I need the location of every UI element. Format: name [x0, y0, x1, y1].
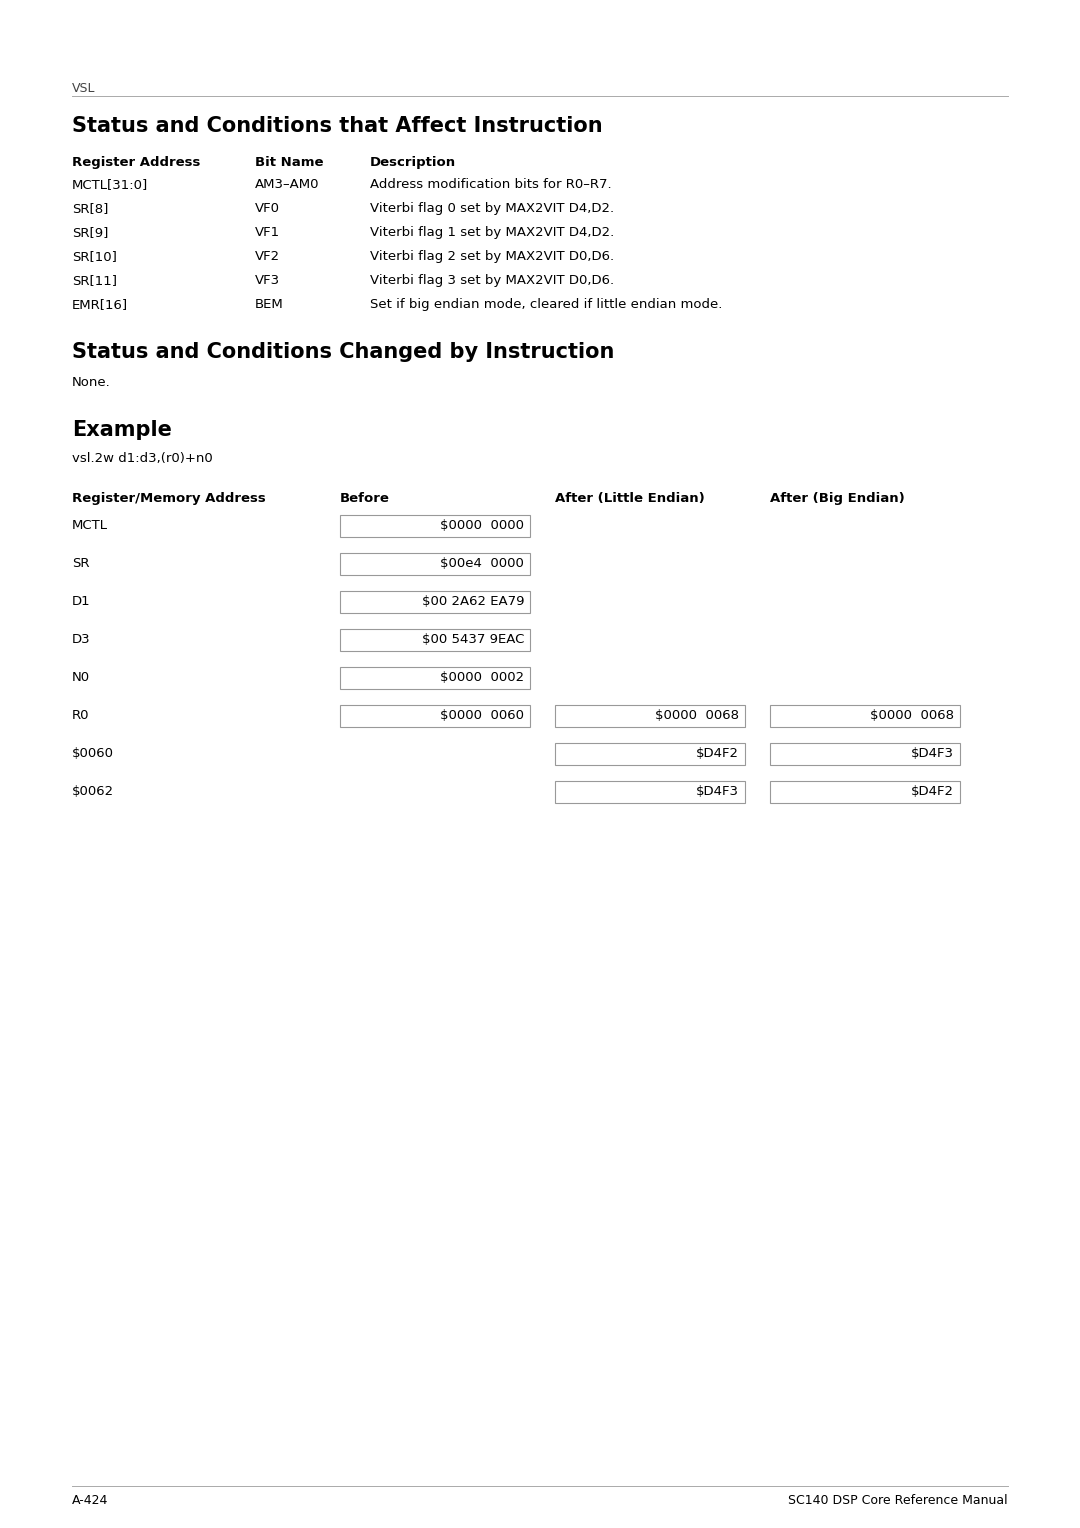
Bar — [770, 743, 960, 766]
Text: R0: R0 — [72, 709, 90, 723]
Text: SR: SR — [72, 558, 90, 570]
Bar — [555, 781, 745, 804]
Bar — [340, 704, 530, 727]
Text: Viterbi flag 2 set by MAX2VIT D0,D6.: Viterbi flag 2 set by MAX2VIT D0,D6. — [370, 251, 615, 263]
Text: SR[9]: SR[9] — [72, 226, 108, 238]
Text: BEM: BEM — [255, 298, 284, 312]
Text: MCTL[31:0]: MCTL[31:0] — [72, 177, 148, 191]
Bar — [340, 515, 530, 536]
Text: vsl.2w d1:d3,(r0)+n0: vsl.2w d1:d3,(r0)+n0 — [72, 452, 213, 465]
Text: Bit Name: Bit Name — [255, 156, 324, 170]
Text: Set if big endian mode, cleared if little endian mode.: Set if big endian mode, cleared if littl… — [370, 298, 723, 312]
Text: D1: D1 — [72, 594, 91, 608]
Text: $00e4  0000: $00e4 0000 — [441, 558, 524, 570]
Text: $D4F3: $D4F3 — [912, 747, 954, 759]
Text: After (Big Endian): After (Big Endian) — [770, 492, 905, 504]
Text: $0000  0068: $0000 0068 — [870, 709, 954, 723]
Text: After (Little Endian): After (Little Endian) — [555, 492, 705, 504]
Bar — [770, 781, 960, 804]
Text: $00 2A62 EA79: $00 2A62 EA79 — [421, 594, 524, 608]
Text: $0000  0060: $0000 0060 — [440, 709, 524, 723]
Text: VF2: VF2 — [255, 251, 280, 263]
Text: EMR[16]: EMR[16] — [72, 298, 129, 312]
Text: $D4F2: $D4F2 — [696, 747, 739, 759]
Bar — [340, 630, 530, 651]
Text: $0000  0000: $0000 0000 — [440, 520, 524, 532]
Bar — [340, 668, 530, 689]
Text: Viterbi flag 3 set by MAX2VIT D0,D6.: Viterbi flag 3 set by MAX2VIT D0,D6. — [370, 274, 615, 287]
Text: VF0: VF0 — [255, 202, 280, 215]
Text: $D4F2: $D4F2 — [912, 785, 954, 798]
Text: $D4F3: $D4F3 — [696, 785, 739, 798]
Text: VF3: VF3 — [255, 274, 280, 287]
Text: $00 5437 9EAC: $00 5437 9EAC — [421, 633, 524, 646]
Text: Viterbi flag 0 set by MAX2VIT D4,D2.: Viterbi flag 0 set by MAX2VIT D4,D2. — [370, 202, 615, 215]
Text: VF1: VF1 — [255, 226, 280, 238]
Text: AM3–AM0: AM3–AM0 — [255, 177, 320, 191]
Text: SR[10]: SR[10] — [72, 251, 117, 263]
Text: Address modification bits for R0–R7.: Address modification bits for R0–R7. — [370, 177, 611, 191]
Text: Register/Memory Address: Register/Memory Address — [72, 492, 266, 504]
Bar — [340, 553, 530, 575]
Text: $0000  0002: $0000 0002 — [440, 671, 524, 685]
Text: None.: None. — [72, 376, 111, 390]
Text: SR[11]: SR[11] — [72, 274, 117, 287]
Text: Register Address: Register Address — [72, 156, 201, 170]
Text: Status and Conditions Changed by Instruction: Status and Conditions Changed by Instruc… — [72, 342, 615, 362]
Text: $0060: $0060 — [72, 747, 114, 759]
Text: Status and Conditions that Affect Instruction: Status and Conditions that Affect Instru… — [72, 116, 603, 136]
Text: $0000  0068: $0000 0068 — [654, 709, 739, 723]
Text: Before: Before — [340, 492, 390, 504]
Text: Viterbi flag 1 set by MAX2VIT D4,D2.: Viterbi flag 1 set by MAX2VIT D4,D2. — [370, 226, 615, 238]
Text: $0062: $0062 — [72, 785, 114, 798]
Text: N0: N0 — [72, 671, 90, 685]
Bar — [770, 704, 960, 727]
Text: MCTL: MCTL — [72, 520, 108, 532]
Bar — [555, 743, 745, 766]
Text: VSL: VSL — [72, 83, 95, 95]
Text: Description: Description — [370, 156, 456, 170]
Bar — [340, 591, 530, 613]
Text: A-424: A-424 — [72, 1494, 108, 1507]
Text: SR[8]: SR[8] — [72, 202, 108, 215]
Text: Example: Example — [72, 420, 172, 440]
Bar — [555, 704, 745, 727]
Text: SC140 DSP Core Reference Manual: SC140 DSP Core Reference Manual — [788, 1494, 1008, 1507]
Text: D3: D3 — [72, 633, 91, 646]
